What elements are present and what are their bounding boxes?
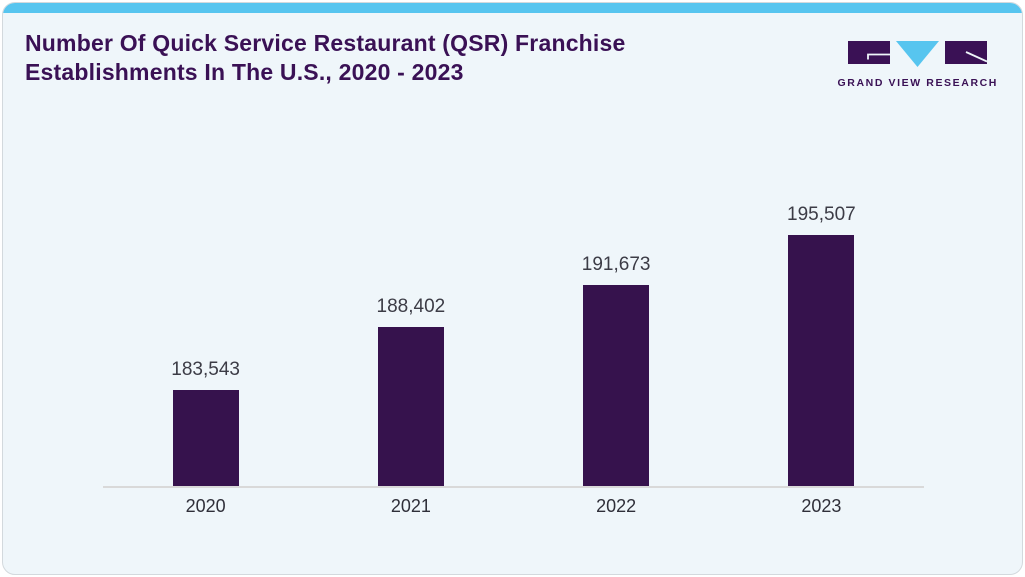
x-axis-labels: 2020 2021 2022 2023 (103, 488, 924, 517)
bar-chart: 183,543 188,402 191,673 195,507 2020 2021 202… (103, 196, 924, 517)
bar-value-label: 183,543 (171, 359, 240, 380)
header: Number Of Quick Service Restaurant (QSR)… (3, 13, 1022, 89)
logo-icons (848, 41, 988, 72)
bar-column-2021: 188,402 (308, 296, 513, 486)
bar-2022 (583, 285, 650, 486)
x-tick-label-2021: 2021 (390, 496, 431, 516)
bar-value-label: 188,402 (376, 296, 446, 317)
x-tick-label-2020: 2020 (185, 496, 226, 516)
bar-value-label: 195,507 (787, 204, 856, 225)
chart-title: Number Of Quick Service Restaurant (QSR)… (25, 29, 626, 87)
x-tick-label-2023: 2023 (801, 496, 842, 516)
x-tick-label-2022: 2022 (596, 496, 637, 516)
bar-2020 (172, 390, 239, 486)
plot-area: 183,543 188,402 191,673 195,507 (103, 196, 924, 486)
bar-2021 (377, 327, 444, 486)
bar-column-2022: 191,673 (514, 254, 719, 486)
bar-column-2023: 195,507 (719, 204, 924, 486)
gvr-v-triangle-icon (896, 41, 940, 72)
bar-2023 (788, 235, 855, 486)
bar-value-label: 191,673 (581, 254, 651, 275)
chart-title-line2: Establishments In The U.S., 2020 - 2023 (25, 59, 464, 85)
x-axis-line (103, 486, 924, 488)
top-accent-bar (3, 3, 1022, 13)
gvr-g-block-icon (848, 41, 891, 69)
gvr-r-block-icon (945, 41, 988, 69)
chart-title-line1: Number Of Quick Service Restaurant (QSR)… (25, 30, 626, 56)
logo-wordmark: GRAND VIEW RESEARCH (837, 77, 998, 89)
grand-view-research-logo: GRAND VIEW RESEARCH (838, 41, 999, 89)
bar-column-2020: 183,543 (103, 359, 308, 486)
